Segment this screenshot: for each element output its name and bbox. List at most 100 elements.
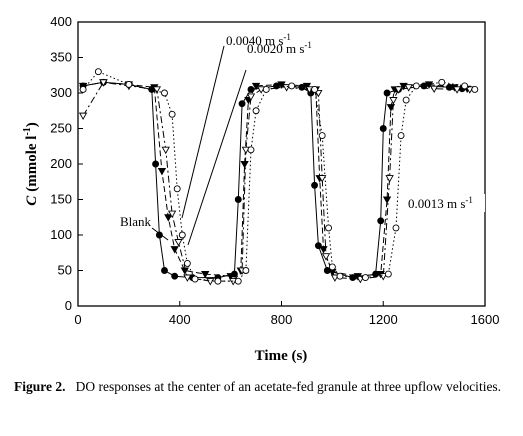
y-axis-title: C (mmole l-1) (22, 122, 40, 206)
data-point (152, 86, 162, 94)
data-point (429, 85, 439, 94)
annotation-0020: 0.0020 m s-1 (247, 40, 312, 56)
y-tick-label: 100 (50, 227, 72, 242)
annotation-0040: 0.0040 m s-1 (226, 32, 291, 48)
y-axis-unit-exp: -1 (22, 127, 33, 135)
annotation-blank: Blank (120, 214, 152, 229)
y-axis-unit-close: ) (24, 122, 40, 127)
data-point (242, 267, 250, 274)
data-point (311, 85, 319, 93)
label-bg-0013 (407, 194, 485, 212)
y-axis-unit: (mmole l (24, 136, 40, 192)
data-point (471, 85, 479, 93)
annotation-0020-exp: -1 (304, 40, 312, 50)
data-point (99, 79, 108, 87)
x-tick-label: 800 (271, 312, 293, 327)
y-tick-label: 50 (58, 263, 72, 278)
y-tick-label: 0 (65, 298, 72, 313)
data-point (191, 275, 199, 283)
data-point (240, 160, 249, 169)
data-point (161, 146, 170, 155)
annotation-0040-exp: -1 (283, 32, 291, 42)
annotation-0040-text: 0.0040 m s (226, 33, 283, 48)
y-axis-symbol: C (24, 195, 40, 206)
data-point (328, 263, 336, 271)
y-tick-label: 350 (50, 50, 72, 65)
data-point (247, 146, 255, 154)
data-point (161, 267, 168, 274)
series-3 (79, 68, 479, 285)
data-point (288, 82, 296, 90)
data-point (94, 68, 102, 76)
data-point (183, 274, 192, 282)
data-point (164, 214, 173, 222)
x-tick-label: 400 (169, 312, 191, 327)
data-point (404, 84, 413, 92)
pointer-line-0040 (181, 45, 225, 219)
x-tick-label: 1600 (471, 312, 500, 327)
data-point (238, 100, 246, 108)
data-point (402, 96, 410, 104)
data-point (183, 259, 191, 267)
data-point (174, 239, 183, 247)
series-1 (78, 79, 472, 281)
data-point (318, 132, 326, 140)
y-tick-label: 300 (50, 85, 72, 100)
data-point (319, 246, 328, 254)
pointer-line-0020 (187, 69, 247, 246)
annotation-0013: 0.0013 m s-1 (408, 195, 473, 211)
data-point (246, 93, 256, 101)
data-point (379, 125, 387, 132)
data-point (262, 85, 270, 93)
axis-layer: 0 400 800 1200 1600 0 50 100 150 200 250 300 350 400 (50, 14, 499, 327)
data-point (170, 246, 179, 254)
series-line (83, 81, 468, 277)
data-point (226, 273, 235, 281)
caption-text: DO responses at the center of an acetate… (75, 379, 502, 394)
data-point (167, 210, 177, 219)
series-2 (78, 79, 474, 286)
plot-frame (77, 21, 486, 307)
data-point (157, 168, 167, 176)
data-point (161, 89, 168, 97)
annotation-0020-text: 0.0020 m s (247, 41, 304, 56)
data-point (389, 97, 398, 105)
data-point (384, 270, 392, 278)
annotation-0013-exp: -1 (465, 195, 473, 205)
series-line (82, 71, 475, 282)
data-point (78, 112, 88, 121)
data-point (361, 274, 369, 282)
data-point (173, 185, 181, 193)
data-point (438, 78, 446, 86)
data-point (79, 85, 87, 93)
data-point (252, 107, 260, 115)
data-point (325, 224, 333, 232)
data-point (234, 196, 242, 203)
label-bg-0020 (246, 40, 344, 56)
data-point (424, 81, 434, 89)
y-tick-label: 200 (50, 156, 72, 171)
data-point (152, 160, 160, 168)
y-tick-label: 250 (50, 121, 72, 136)
data-point (251, 82, 261, 91)
data-point (385, 175, 394, 183)
x-axis-title: Time (s) (255, 348, 308, 364)
data-point (171, 272, 179, 280)
data-point (452, 86, 462, 94)
data-point (206, 278, 215, 286)
y-tick-label: 150 (50, 192, 72, 207)
data-point (383, 89, 391, 97)
caption-label: Figure 2. (14, 379, 66, 394)
y-tick-label: 400 (50, 14, 72, 29)
data-point (336, 272, 344, 280)
data-point (125, 81, 133, 88)
figure-caption: Figure 2. DO responses at the center of … (14, 378, 510, 396)
data-point (168, 110, 176, 118)
series-line (82, 81, 470, 282)
data-point (377, 217, 385, 225)
data-point (397, 132, 405, 140)
series-line (83, 81, 463, 279)
series-0 (79, 78, 466, 282)
data-point (234, 277, 242, 285)
